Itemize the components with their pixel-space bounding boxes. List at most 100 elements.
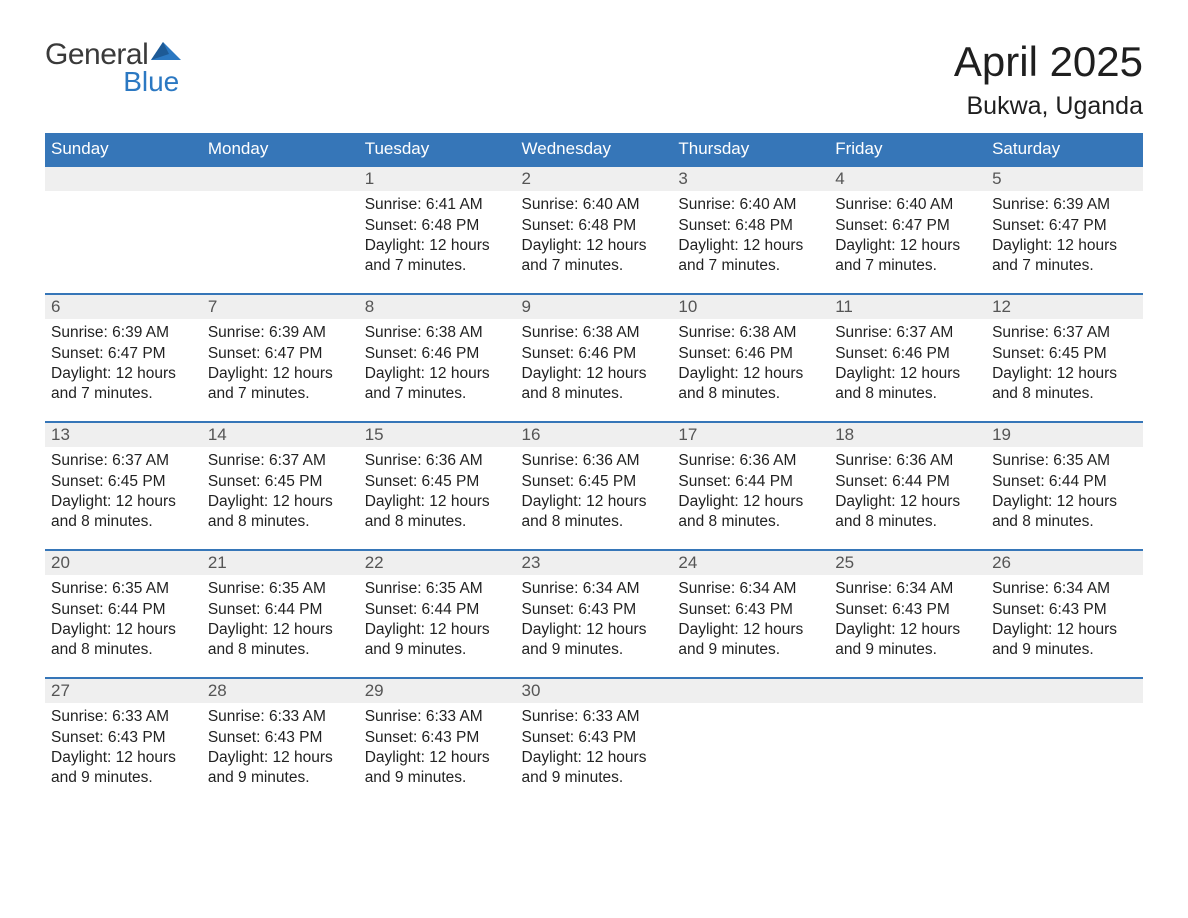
day-content: Sunrise: 6:33 AMSunset: 6:43 PMDaylight:… <box>516 703 673 799</box>
day-content: Sunrise: 6:35 AMSunset: 6:44 PMDaylight:… <box>202 575 359 671</box>
day-content: Sunrise: 6:37 AMSunset: 6:45 PMDaylight:… <box>202 447 359 543</box>
daylight-line-2: and 8 minutes. <box>678 512 823 532</box>
day-number: 13 <box>45 423 202 447</box>
day-content: Sunrise: 6:39 AMSunset: 6:47 PMDaylight:… <box>45 319 202 415</box>
day-number: 2 <box>516 167 673 191</box>
calendar-day: 26Sunrise: 6:34 AMSunset: 6:43 PMDayligh… <box>986 549 1143 677</box>
daylight-line-1: Daylight: 12 hours <box>208 364 353 384</box>
daylight-line-2: and 9 minutes. <box>208 768 353 788</box>
day-content <box>829 703 986 717</box>
day-number-row: 13 <box>45 421 202 447</box>
day-header: Wednesday <box>516 133 673 165</box>
day-content: Sunrise: 6:37 AMSunset: 6:46 PMDaylight:… <box>829 319 986 415</box>
calendar-body: 1Sunrise: 6:41 AMSunset: 6:48 PMDaylight… <box>45 165 1143 805</box>
day-number: 8 <box>359 295 516 319</box>
sunrise-line: Sunrise: 6:36 AM <box>678 451 823 471</box>
calendar-day: 20Sunrise: 6:35 AMSunset: 6:44 PMDayligh… <box>45 549 202 677</box>
daylight-line-2: and 7 minutes. <box>522 256 667 276</box>
day-number-row: 16 <box>516 421 673 447</box>
day-number: 3 <box>672 167 829 191</box>
day-number: 24 <box>672 551 829 575</box>
daylight-line-1: Daylight: 12 hours <box>365 236 510 256</box>
daylight-line-2: and 8 minutes. <box>208 512 353 532</box>
sunset-line: Sunset: 6:44 PM <box>51 600 196 620</box>
day-content: Sunrise: 6:35 AMSunset: 6:44 PMDaylight:… <box>45 575 202 671</box>
sunrise-line: Sunrise: 6:39 AM <box>992 195 1137 215</box>
calendar-day: 24Sunrise: 6:34 AMSunset: 6:43 PMDayligh… <box>672 549 829 677</box>
day-number: 29 <box>359 679 516 703</box>
day-number-row: 14 <box>202 421 359 447</box>
day-content: Sunrise: 6:34 AMSunset: 6:43 PMDaylight:… <box>672 575 829 671</box>
day-number: 25 <box>829 551 986 575</box>
day-number-row: 9 <box>516 293 673 319</box>
sunset-line: Sunset: 6:43 PM <box>208 728 353 748</box>
day-number-row: 18 <box>829 421 986 447</box>
day-number-row: 5 <box>986 165 1143 191</box>
day-content: Sunrise: 6:36 AMSunset: 6:45 PMDaylight:… <box>359 447 516 543</box>
sunrise-line: Sunrise: 6:38 AM <box>522 323 667 343</box>
day-header: Sunday <box>45 133 202 165</box>
daylight-line-1: Daylight: 12 hours <box>992 492 1137 512</box>
sunset-line: Sunset: 6:43 PM <box>835 600 980 620</box>
day-number-row: 19 <box>986 421 1143 447</box>
day-content: Sunrise: 6:37 AMSunset: 6:45 PMDaylight:… <box>45 447 202 543</box>
day-number-row: 3 <box>672 165 829 191</box>
calendar-day: 9Sunrise: 6:38 AMSunset: 6:46 PMDaylight… <box>516 293 673 421</box>
day-number: 23 <box>516 551 673 575</box>
day-number-row: 12 <box>986 293 1143 319</box>
calendar-day: 19Sunrise: 6:35 AMSunset: 6:44 PMDayligh… <box>986 421 1143 549</box>
calendar-day: 25Sunrise: 6:34 AMSunset: 6:43 PMDayligh… <box>829 549 986 677</box>
sunrise-line: Sunrise: 6:36 AM <box>835 451 980 471</box>
sunrise-line: Sunrise: 6:36 AM <box>522 451 667 471</box>
sunrise-line: Sunrise: 6:40 AM <box>522 195 667 215</box>
daylight-line-2: and 8 minutes. <box>51 640 196 660</box>
sunrise-line: Sunrise: 6:34 AM <box>678 579 823 599</box>
day-number: 15 <box>359 423 516 447</box>
daylight-line-1: Daylight: 12 hours <box>365 620 510 640</box>
day-header-row: SundayMondayTuesdayWednesdayThursdayFrid… <box>45 133 1143 165</box>
day-number: 28 <box>202 679 359 703</box>
daylight-line-1: Daylight: 12 hours <box>835 364 980 384</box>
calendar-week: 1Sunrise: 6:41 AMSunset: 6:48 PMDaylight… <box>45 165 1143 293</box>
title-block: April 2025 Bukwa, Uganda <box>954 40 1143 121</box>
calendar-day: 12Sunrise: 6:37 AMSunset: 6:45 PMDayligh… <box>986 293 1143 421</box>
calendar-day: 22Sunrise: 6:35 AMSunset: 6:44 PMDayligh… <box>359 549 516 677</box>
calendar-day: 14Sunrise: 6:37 AMSunset: 6:45 PMDayligh… <box>202 421 359 549</box>
day-number: 5 <box>986 167 1143 191</box>
daylight-line-1: Daylight: 12 hours <box>365 748 510 768</box>
sunset-line: Sunset: 6:44 PM <box>992 472 1137 492</box>
sunrise-line: Sunrise: 6:34 AM <box>522 579 667 599</box>
calendar-table: SundayMondayTuesdayWednesdayThursdayFrid… <box>45 133 1143 805</box>
calendar-day: 27Sunrise: 6:33 AMSunset: 6:43 PMDayligh… <box>45 677 202 805</box>
daylight-line-2: and 8 minutes. <box>678 384 823 404</box>
day-number-row <box>45 165 202 191</box>
day-number-row: 29 <box>359 677 516 703</box>
day-content <box>986 703 1143 717</box>
day-number: 30 <box>516 679 673 703</box>
day-number-row <box>986 677 1143 703</box>
day-number-row: 27 <box>45 677 202 703</box>
daylight-line-2: and 7 minutes. <box>835 256 980 276</box>
calendar-day: 23Sunrise: 6:34 AMSunset: 6:43 PMDayligh… <box>516 549 673 677</box>
day-number: 11 <box>829 295 986 319</box>
sunset-line: Sunset: 6:47 PM <box>835 216 980 236</box>
daylight-line-2: and 9 minutes. <box>835 640 980 660</box>
day-content: Sunrise: 6:33 AMSunset: 6:43 PMDaylight:… <box>359 703 516 799</box>
day-number-row: 15 <box>359 421 516 447</box>
calendar-day: 21Sunrise: 6:35 AMSunset: 6:44 PMDayligh… <box>202 549 359 677</box>
daylight-line-2: and 7 minutes. <box>678 256 823 276</box>
day-number-row: 2 <box>516 165 673 191</box>
day-content <box>202 191 359 205</box>
sunrise-line: Sunrise: 6:37 AM <box>51 451 196 471</box>
daylight-line-2: and 7 minutes. <box>365 256 510 276</box>
sunset-line: Sunset: 6:45 PM <box>522 472 667 492</box>
sunrise-line: Sunrise: 6:37 AM <box>835 323 980 343</box>
daylight-line-1: Daylight: 12 hours <box>522 364 667 384</box>
daylight-line-1: Daylight: 12 hours <box>835 620 980 640</box>
daylight-line-1: Daylight: 12 hours <box>678 364 823 384</box>
sunrise-line: Sunrise: 6:39 AM <box>208 323 353 343</box>
daylight-line-2: and 7 minutes. <box>992 256 1137 276</box>
calendar-week: 20Sunrise: 6:35 AMSunset: 6:44 PMDayligh… <box>45 549 1143 677</box>
sunset-line: Sunset: 6:46 PM <box>835 344 980 364</box>
calendar-day: 10Sunrise: 6:38 AMSunset: 6:46 PMDayligh… <box>672 293 829 421</box>
